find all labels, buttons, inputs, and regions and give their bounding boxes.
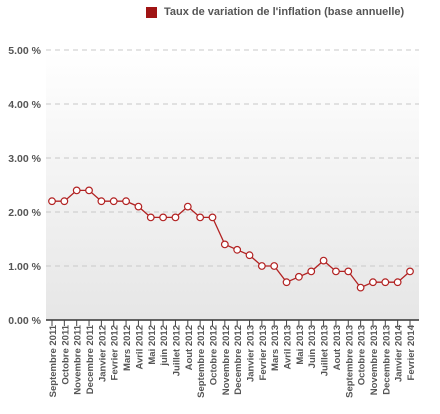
y-tick-label: 4.00 % [8, 99, 41, 111]
data-point [146, 213, 155, 222]
x-tick-label: Mai 2013 [295, 325, 306, 365]
data-point [344, 267, 353, 276]
y-tick-label: 5.00 % [8, 45, 41, 57]
x-tick-label: Decembre 2013 [381, 325, 392, 395]
x-tick-label: Octobre 2013 [357, 325, 368, 385]
data-point [245, 251, 254, 260]
x-tick-label: Fevrier 2013 [258, 325, 269, 380]
x-tick-label: Avril 2012 [134, 325, 145, 370]
y-tick-label: 3.00 % [8, 153, 41, 165]
x-tick-label: juin 2012 [159, 325, 170, 367]
data-point [270, 262, 279, 270]
x-tick-label: Aout 2012 [184, 325, 195, 370]
data-point [319, 256, 328, 265]
data-point [369, 278, 377, 287]
x-tick-label: Janvier 2013 [246, 325, 257, 382]
data-point [196, 213, 205, 222]
x-tick-label: Fevrier 2014 [406, 324, 417, 380]
x-tick-label: Juillet 2012 [171, 325, 182, 376]
x-tick-label: Octobre 2011 [60, 324, 71, 384]
data-point [233, 245, 242, 254]
x-tick-label: Septembre 2013 [344, 325, 355, 398]
data-point [122, 197, 130, 206]
x-tick-label: Mai 2012 [147, 325, 158, 365]
legend-swatch [146, 6, 157, 18]
x-tick-label: Novembre 2011 [73, 324, 84, 394]
chart-legend: Taux de variation de l'inflation (base a… [146, 6, 404, 18]
data-point [381, 278, 390, 287]
x-tick-label: Juillet 2013 [320, 325, 331, 376]
data-point [134, 202, 143, 211]
data-point [332, 267, 340, 276]
data-point [257, 262, 266, 270]
data-point [356, 283, 365, 292]
data-point [85, 186, 93, 195]
data-point [183, 202, 192, 211]
x-tick-label: Aout 2013 [332, 325, 343, 370]
x-tick-label: Fevrier 2012 [110, 325, 121, 380]
data-point [60, 197, 69, 206]
x-tick-label: Janvier 2014 [394, 324, 405, 382]
x-tick-label: Decembre 2011 [85, 324, 96, 394]
data-point [109, 197, 118, 206]
data-point [307, 267, 316, 276]
data-point [208, 213, 217, 222]
data-point [406, 267, 414, 276]
x-tick-label: Juin 2013 [307, 325, 318, 368]
x-tick-label: Avril 2013 [283, 325, 294, 370]
data-point [220, 240, 229, 249]
data-point [171, 213, 180, 222]
x-tick-label: Octobre 2012 [208, 325, 219, 385]
y-tick-label: 0.00 % [8, 315, 41, 327]
x-tick-label: Novembre 2013 [369, 325, 380, 395]
data-point [72, 186, 81, 195]
x-tick-label: Janvier 2012 [97, 325, 108, 382]
plot-area [46, 50, 419, 320]
data-point [48, 197, 56, 206]
data-point [393, 278, 402, 287]
data-point [97, 197, 106, 206]
data-point [282, 278, 291, 287]
x-tick-label: Septembre 2012 [196, 325, 207, 398]
x-tick-label: Novembre 2012 [221, 325, 232, 395]
x-tick-label: Mars 2013 [270, 325, 281, 371]
y-tick-label: 1.00 % [8, 261, 41, 273]
data-point [159, 213, 168, 222]
x-tick-label: Decembre 2012 [233, 325, 244, 395]
legend-label: Taux de variation de l'inflation (base a… [164, 6, 405, 18]
data-point [294, 272, 303, 281]
x-tick-label: Septembre 2011 [48, 324, 59, 397]
x-tick-label: Mars 2012 [122, 325, 133, 371]
y-tick-label: 2.00 % [8, 207, 41, 219]
